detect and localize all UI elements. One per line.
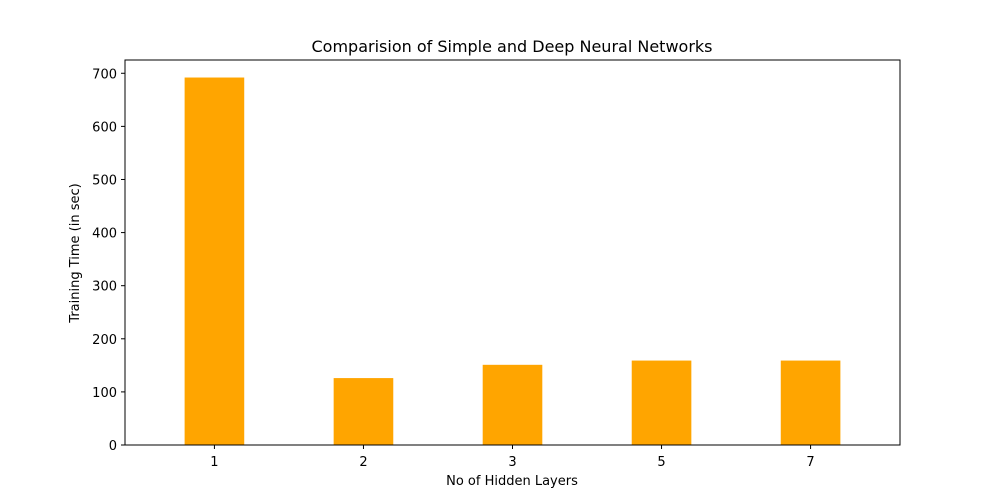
bar-5 [631, 360, 692, 445]
y-axis: 0 100 200 300 400 500 600 700 [92, 67, 125, 454]
y-tick-label-100: 100 [92, 386, 117, 401]
plot-frame [124, 59, 901, 446]
x-axis: 1 2 3 5 7 [210, 445, 815, 470]
bars-group [184, 77, 841, 445]
y-tick-label-700: 700 [92, 67, 117, 82]
y-tick-label-400: 400 [92, 227, 117, 242]
y-tick-label-0: 0 [109, 439, 117, 454]
bar-7 [780, 360, 841, 445]
x-tick-label-7: 7 [806, 455, 814, 470]
x-tick-label-1: 1 [210, 455, 218, 470]
chart-title: Comparision of Simple and Deep Neural Ne… [312, 37, 713, 56]
y-tick-label-200: 200 [92, 333, 117, 348]
bar-1 [184, 77, 245, 445]
y-tick-label-300: 300 [92, 280, 117, 295]
y-axis-label: Training Time (in sec) [68, 183, 83, 323]
y-tick-label-600: 600 [92, 120, 117, 135]
bar-2 [333, 378, 394, 445]
x-axis-label: No of Hidden Layers [446, 474, 578, 489]
x-tick-label-3: 3 [508, 455, 516, 470]
bar-3 [482, 364, 543, 445]
x-tick-label-2: 2 [359, 455, 367, 470]
y-tick-label-500: 500 [92, 173, 117, 188]
x-tick-label-5: 5 [657, 455, 665, 470]
